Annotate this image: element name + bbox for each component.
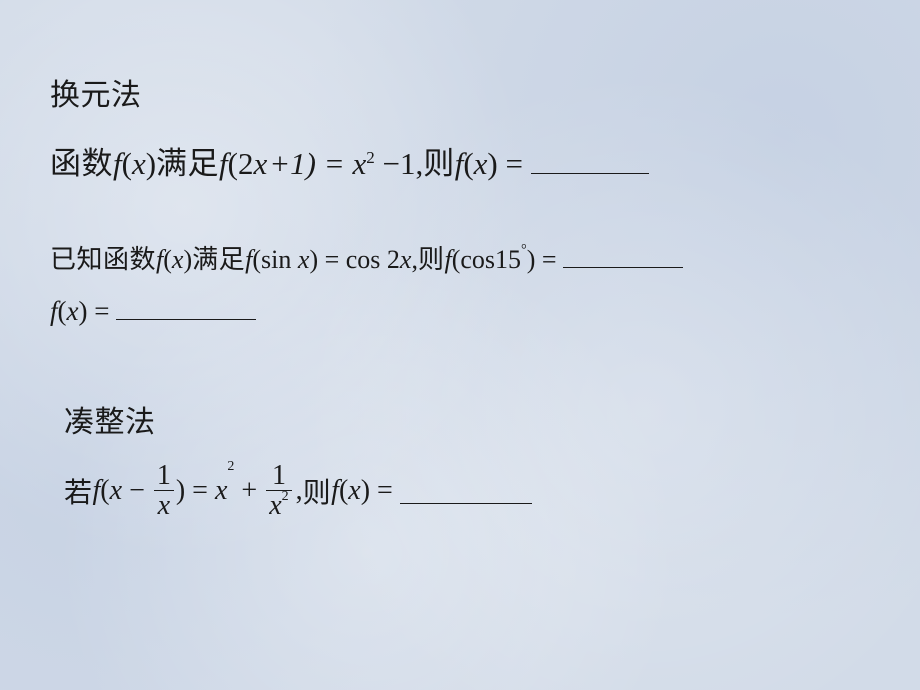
numerator: 1 — [266, 461, 291, 490]
txt: (sin — [252, 245, 298, 274]
x: x — [215, 475, 227, 506]
denominator: x2 — [266, 490, 291, 520]
eq: = — [498, 146, 531, 181]
rp: ) — [79, 296, 88, 326]
problem-1: 函数f(x)满足f(2x+1) = x2 −1,则f(x) = — [50, 138, 870, 183]
plus: + — [234, 475, 264, 506]
x: x — [352, 146, 366, 181]
txt: −1, — [375, 146, 423, 181]
lp: ( — [122, 146, 132, 181]
txt: +1) = — [269, 146, 352, 181]
text: 则 — [303, 478, 332, 509]
lp: ( — [163, 245, 172, 274]
x: x — [298, 245, 310, 274]
text: 满足 — [156, 146, 219, 181]
eq: = — [88, 296, 117, 326]
sup: 2 — [282, 489, 289, 504]
denominator: x — [154, 490, 174, 520]
heading-text: 换元法 — [50, 79, 142, 112]
text: 则 — [418, 245, 445, 274]
problem-2b: f(x) = — [50, 296, 870, 327]
section1-title: 换元法 — [50, 70, 870, 114]
rp: ) — [146, 146, 156, 181]
answer-blank — [563, 250, 683, 268]
x: x — [474, 146, 488, 181]
sup: 2 — [227, 459, 234, 474]
eq: = — [370, 475, 400, 506]
numerator: 1 — [154, 461, 174, 490]
text: 若 — [64, 478, 93, 509]
x: x — [132, 146, 146, 181]
minus: − — [122, 475, 152, 506]
lp: ( — [58, 296, 67, 326]
f: f — [50, 296, 58, 326]
rp: ) — [361, 475, 370, 506]
answer-blank — [400, 485, 532, 504]
x: x — [400, 245, 412, 274]
problem-3: 若f(x − 1 x ) = x2 + 1 x2 ,则f(x) = — [50, 461, 870, 521]
degree: ° — [521, 242, 527, 258]
problem-2: 已知函数f(x)满足f(sin x) = cos 2x,则f(cos15°) = — [50, 239, 870, 276]
x: x — [254, 146, 268, 181]
txt: ) = cos 2 — [309, 245, 399, 274]
text: 则 — [423, 146, 455, 181]
lp: ( — [463, 146, 473, 181]
f: f — [331, 475, 339, 506]
fraction: 1 x2 — [266, 461, 291, 521]
x: x — [172, 245, 184, 274]
txt: ) = — [527, 245, 563, 274]
sup: 2 — [366, 148, 375, 167]
x: x — [110, 475, 122, 506]
x: x — [348, 475, 360, 506]
text: 函数 — [50, 146, 113, 181]
f: f — [219, 146, 228, 181]
section2-title: 凑整法 — [50, 397, 870, 441]
f: f — [113, 146, 122, 181]
comma: , — [296, 475, 303, 506]
rp: ) — [183, 245, 192, 274]
answer-blank — [531, 153, 649, 174]
lp: ( — [100, 475, 109, 506]
f: f — [444, 245, 451, 274]
fraction: 1 x — [154, 461, 174, 521]
answer-blank — [116, 301, 256, 320]
heading-text: 凑整法 — [64, 406, 156, 439]
math-slide: 换元法 函数f(x)满足f(2x+1) = x2 −1,则f(x) = 已知函数… — [0, 0, 920, 690]
rp: ) — [487, 146, 497, 181]
text: 满足 — [192, 245, 245, 274]
lp: ( — [339, 475, 348, 506]
txt: ) = — [176, 475, 215, 506]
text: 已知函数 — [50, 245, 156, 274]
txt: (2 — [228, 146, 254, 181]
x: x — [269, 490, 281, 521]
x: x — [67, 296, 79, 326]
txt: (cos15 — [452, 245, 521, 274]
